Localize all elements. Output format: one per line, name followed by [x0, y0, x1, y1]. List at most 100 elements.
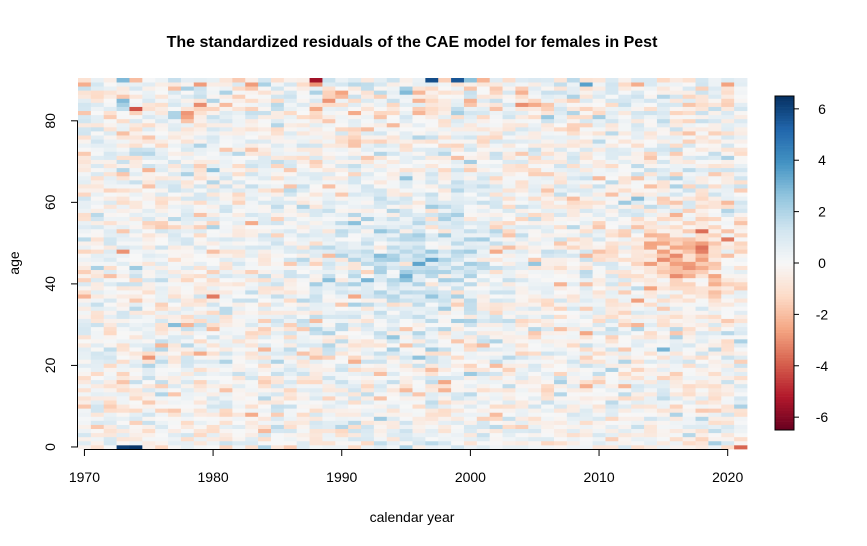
heatmap-cell — [348, 343, 362, 348]
colorbar-swatch — [775, 129, 794, 133]
heatmap-cell — [232, 220, 246, 226]
heatmap-cell — [399, 184, 413, 189]
heatmap-cell — [270, 290, 285, 295]
heatmap-cell — [463, 245, 478, 250]
heatmap-cell — [541, 265, 555, 271]
heatmap-cell — [283, 404, 298, 409]
heatmap-cell — [348, 322, 362, 328]
heatmap-cell — [232, 86, 246, 91]
heatmap-cell — [232, 253, 246, 258]
heatmap-cell — [734, 188, 748, 193]
heatmap-cell — [451, 245, 465, 250]
heatmap-cell — [399, 261, 413, 266]
heatmap-cell — [168, 379, 182, 385]
heatmap-cell — [489, 265, 503, 271]
heatmap-cell — [476, 290, 491, 295]
heatmap-cell — [348, 237, 362, 242]
heatmap-cell — [515, 444, 529, 450]
heatmap-cell — [592, 330, 606, 336]
heatmap-cell — [219, 155, 233, 160]
heatmap-cell — [309, 355, 323, 360]
heatmap-cell — [399, 122, 413, 128]
heatmap-cell — [129, 363, 143, 368]
heatmap-cell — [605, 375, 619, 381]
heatmap-cell — [605, 412, 619, 417]
heatmap-cell — [78, 359, 92, 364]
heatmap-cell — [270, 184, 285, 189]
heatmap-cell — [322, 338, 336, 344]
heatmap-cell — [219, 351, 233, 356]
heatmap-cell — [579, 310, 594, 315]
heatmap-cell — [270, 114, 285, 120]
heatmap-cell — [515, 338, 529, 344]
heatmap-cell — [322, 122, 336, 128]
heatmap-cell — [579, 444, 594, 450]
heatmap-cell — [232, 184, 246, 189]
heatmap-cell — [142, 245, 156, 250]
heatmap-cell — [605, 224, 619, 230]
heatmap-cell — [103, 224, 117, 230]
heatmap-cell — [322, 143, 336, 148]
heatmap-cell — [721, 82, 735, 87]
heatmap-cell — [579, 285, 594, 291]
heatmap-cell — [682, 363, 696, 368]
heatmap-cell — [399, 277, 413, 283]
heatmap-cell — [155, 387, 169, 393]
heatmap-cell — [566, 155, 581, 160]
heatmap-cell — [682, 94, 696, 99]
heatmap-cell — [644, 412, 658, 417]
heatmap-cell — [103, 432, 117, 438]
heatmap-cell — [605, 228, 619, 234]
heatmap-cell — [116, 241, 130, 246]
heatmap-cell — [270, 204, 285, 209]
heatmap-cell — [129, 253, 143, 258]
heatmap-cell — [618, 440, 632, 446]
heatmap-cell — [232, 82, 246, 87]
heatmap-cell — [116, 151, 130, 156]
heatmap-cell — [412, 241, 426, 246]
heatmap-cell — [361, 106, 375, 112]
heatmap-cell — [155, 298, 169, 303]
heatmap-cell — [579, 118, 594, 124]
heatmap-cell — [682, 326, 696, 332]
heatmap-cell — [103, 387, 117, 393]
heatmap-cell — [322, 196, 336, 201]
heatmap-cell — [528, 224, 542, 230]
heatmap-cell — [721, 151, 735, 156]
heatmap-cell — [322, 253, 336, 258]
heatmap-cell — [373, 330, 388, 336]
heatmap-cell — [193, 306, 208, 311]
heatmap-cell — [631, 379, 645, 385]
heatmap-cell — [129, 265, 143, 271]
heatmap-cell — [348, 351, 362, 356]
heatmap-cell — [283, 338, 298, 344]
heatmap-cell — [451, 277, 465, 283]
heatmap-cell — [129, 118, 143, 124]
heatmap-cell — [695, 432, 709, 438]
heatmap-cell — [721, 383, 735, 389]
heatmap-cell — [193, 241, 208, 246]
heatmap-cell — [206, 212, 220, 218]
heatmap-cell — [168, 404, 182, 409]
heatmap-cell — [361, 192, 375, 197]
heatmap-cell — [463, 78, 478, 83]
heatmap-cell — [566, 245, 581, 250]
heatmap-cell — [90, 232, 105, 238]
heatmap-cell — [373, 220, 388, 226]
heatmap-cell — [515, 306, 529, 311]
heatmap-cell — [296, 94, 310, 99]
heatmap-cell — [116, 269, 130, 275]
heatmap-cell — [682, 126, 696, 132]
heatmap-cell — [322, 192, 336, 197]
heatmap-cell — [361, 302, 375, 307]
heatmap-cell — [605, 143, 619, 148]
heatmap-cell — [361, 241, 375, 246]
heatmap-cell — [90, 343, 105, 348]
heatmap-cell — [142, 355, 156, 360]
heatmap-cell — [270, 412, 285, 417]
heatmap-cell — [425, 420, 439, 425]
heatmap-cell — [528, 371, 542, 377]
heatmap-cell — [219, 245, 233, 250]
heatmap-cell — [399, 159, 413, 165]
heatmap-cell — [373, 82, 388, 87]
